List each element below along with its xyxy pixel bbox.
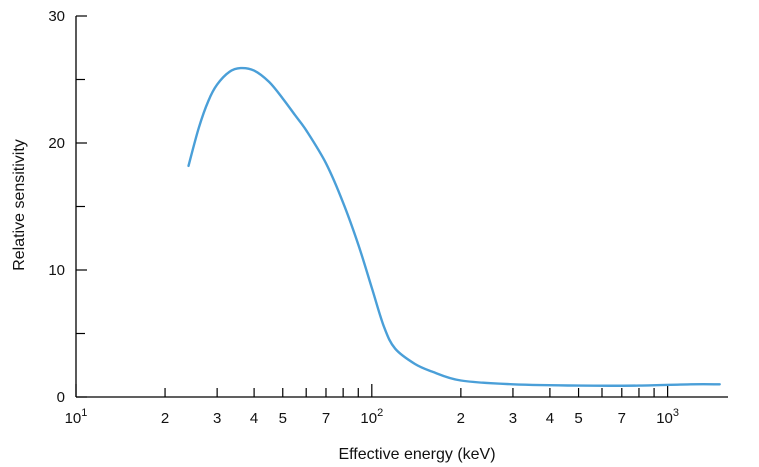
axes [75,16,728,398]
x-tick-label-400: 4 [546,410,554,427]
x-tick-label-10: 101 [65,407,88,427]
x-tick-label-70: 7 [322,410,330,427]
x-tick-label-500: 5 [574,410,582,427]
x-tick-label-200: 2 [457,410,465,427]
x-tick-label-40: 4 [250,410,258,427]
x-tick-label-100: 102 [360,407,383,427]
x-tick-label-20: 2 [161,410,169,427]
y-ticks: 0 10 20 30 [48,8,87,406]
x-axis-title: Effective energy (keV) [338,446,495,463]
x-ticks: 101 2 3 4 5 7 102 2 3 4 5 7 103 [65,384,679,427]
x-tick-label-30: 3 [213,410,221,427]
y-tick-label-20: 20 [48,135,65,152]
series-line-0 [187,66,721,387]
y-tick-label-10: 10 [48,262,65,279]
x-tick-label-1000: 103 [656,407,679,427]
y-tick-label-0: 0 [57,389,65,406]
y-axis-title: Relative sensitivity [11,139,28,271]
y-tick-label-30: 30 [48,8,65,25]
series-layer [187,66,721,387]
x-tick-label-700: 7 [618,410,626,427]
x-tick-label-50: 5 [279,410,287,427]
x-tick-label-300: 3 [509,410,517,427]
